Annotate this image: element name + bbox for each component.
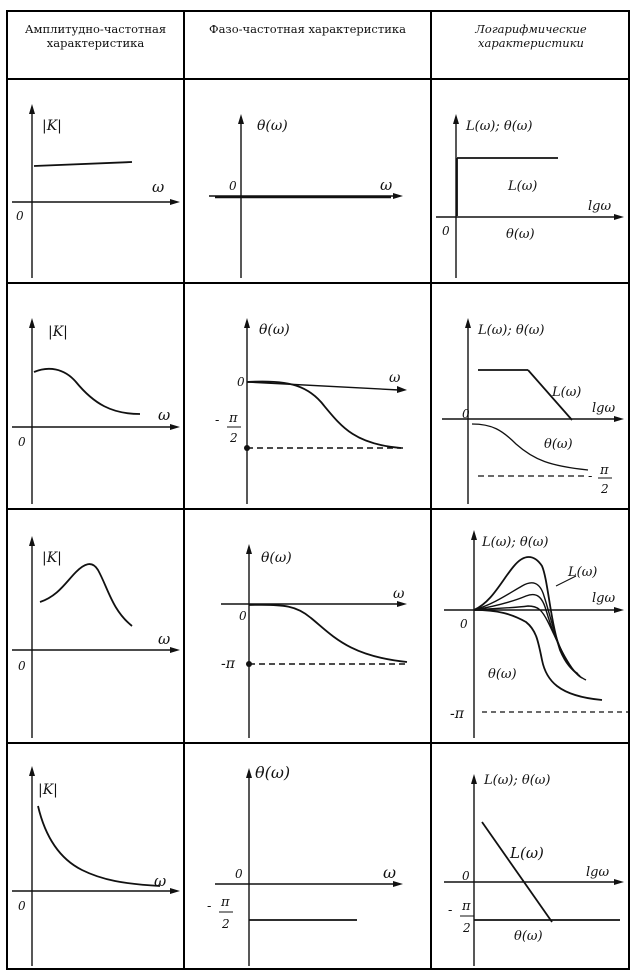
theta-curve xyxy=(473,609,603,701)
minus-sign: - xyxy=(207,899,211,914)
lgw-label: lgω xyxy=(586,865,609,880)
minus-sign: - xyxy=(215,413,219,428)
two-label: 2 xyxy=(229,431,238,445)
row-divider-2 xyxy=(8,508,628,510)
row2-log-plot: L(ω); θ(ω) L(ω) lgω 0 θ(ω) - π 2 xyxy=(442,318,624,504)
l-omega-curve xyxy=(481,821,553,923)
theta-label: θ(ω) xyxy=(261,550,292,566)
l-theta-label: L(ω); θ(ω) xyxy=(481,535,548,550)
minus-sign: - xyxy=(588,469,592,484)
minus-pi-label: -π xyxy=(221,656,236,672)
theta-label: θ(ω) xyxy=(259,322,290,338)
origin-label: 0 xyxy=(442,224,450,238)
lowpass-gain-curve xyxy=(33,367,141,415)
asymptote-marker xyxy=(244,445,250,451)
row1-phase-plot: θ(ω) ω 0 xyxy=(209,114,403,278)
integrator-gain-curve xyxy=(37,805,161,887)
row4-log-plot: L(ω); θ(ω) L(ω) lgω 0 - π 2 θ(ω) xyxy=(444,773,624,966)
column-divider-2 xyxy=(430,12,432,968)
theta-label: θ(ω) xyxy=(506,227,535,242)
origin-label: 0 xyxy=(18,659,26,673)
theta-label: θ(ω) xyxy=(488,667,517,682)
theta-label: θ(ω) xyxy=(255,763,290,782)
modk-label: |K| xyxy=(48,324,68,340)
pi-label: π xyxy=(220,895,230,910)
origin-label: 0 xyxy=(237,375,245,389)
theta-label: θ(ω) xyxy=(257,118,288,134)
row2-amplitude-plot: |K| ω 0 xyxy=(12,318,180,504)
l-omega-curve-1 xyxy=(473,556,579,675)
pi-label: π xyxy=(599,463,609,478)
l-theta-label: L(ω); θ(ω) xyxy=(483,773,550,788)
origin-label: 0 xyxy=(462,869,470,883)
characteristics-table: Амплитудно-частотная характеристика Фазо… xyxy=(6,10,630,970)
header-log: Логарифмические характеристики xyxy=(475,22,587,50)
omega-label: ω xyxy=(389,370,401,386)
origin-label: 0 xyxy=(16,209,24,223)
lgw-label: lgω xyxy=(592,591,615,606)
l-omega-curve-3 xyxy=(473,593,583,679)
theta-label: θ(ω) xyxy=(544,437,573,452)
origin-label: 0 xyxy=(239,609,247,623)
omega-label: ω xyxy=(158,406,170,424)
modk-label: |K| xyxy=(42,118,62,134)
minus-pi-label: -π xyxy=(450,706,465,722)
phase-lag-curve xyxy=(248,603,408,663)
origin-label: 0 xyxy=(18,899,26,913)
constant-gain-curve xyxy=(33,161,133,167)
row3-phase-plot: θ(ω) ω 0 -π xyxy=(221,544,408,738)
two-label: 2 xyxy=(221,917,230,931)
row-divider-1 xyxy=(8,282,628,284)
row3-log-plot: L(ω); θ(ω) L(ω) lgω 0 θ(ω) -π xyxy=(444,530,628,738)
omega-label: ω xyxy=(154,872,166,890)
origin-label: 0 xyxy=(229,179,237,193)
omega-label: ω xyxy=(393,586,405,602)
lgw-label: lgω xyxy=(592,401,615,416)
lgw-label: lgω xyxy=(588,199,611,214)
row-divider-3 xyxy=(8,742,628,744)
l-theta-label: L(ω); θ(ω) xyxy=(477,323,544,338)
origin-label: 0 xyxy=(462,407,470,421)
omega-label: ω xyxy=(383,863,396,882)
two-label: 2 xyxy=(462,921,471,935)
header-amplitude: Амплитудно-частотная характеристика xyxy=(24,22,167,50)
modk-label: |K| xyxy=(38,782,58,798)
omega-label: ω xyxy=(380,176,392,194)
row4-phase-plot: θ(ω) ω 0 - π 2 xyxy=(207,763,403,966)
pi-label: π xyxy=(461,899,471,914)
pi-label: π xyxy=(228,411,238,426)
l-omega-label: L(ω) xyxy=(551,385,581,400)
omega-label: ω xyxy=(152,178,164,196)
row1-log-plot: L(ω); θ(ω) L(ω) lgω 0 θ(ω) xyxy=(436,114,624,278)
row3-amplitude-plot: |K| ω 0 xyxy=(12,536,180,738)
theta-label: θ(ω) xyxy=(514,929,543,944)
origin-label: 0 xyxy=(235,867,243,881)
theta-curve xyxy=(471,423,589,471)
origin-label: 0 xyxy=(460,617,468,631)
row4-amplitude-plot: |K| ω 0 xyxy=(12,766,180,966)
origin-label: 0 xyxy=(18,435,26,449)
asymptote-marker xyxy=(246,661,252,667)
two-label: 2 xyxy=(600,482,609,496)
l-omega-curve-4 xyxy=(473,605,587,681)
minus-sign: - xyxy=(448,903,452,918)
header-phase: Фазо-частотная характеристика xyxy=(209,22,406,36)
omega-label: ω xyxy=(158,630,170,648)
l-omega-label: L(ω) xyxy=(509,844,544,862)
phase-lag-curve xyxy=(246,380,402,449)
modk-label: |K| xyxy=(42,550,62,566)
header-divider xyxy=(8,78,628,80)
resonance-gain-curve xyxy=(39,563,133,627)
column-divider-1 xyxy=(183,12,185,968)
l-omega-curve xyxy=(527,369,573,421)
row2-phase-plot: θ(ω) ω 0 - π 2 xyxy=(215,318,407,504)
row1-amplitude-plot: |K| ω 0 xyxy=(12,104,180,278)
l-omega-label: L(ω) xyxy=(507,179,537,194)
l-theta-label: L(ω); θ(ω) xyxy=(465,119,532,134)
